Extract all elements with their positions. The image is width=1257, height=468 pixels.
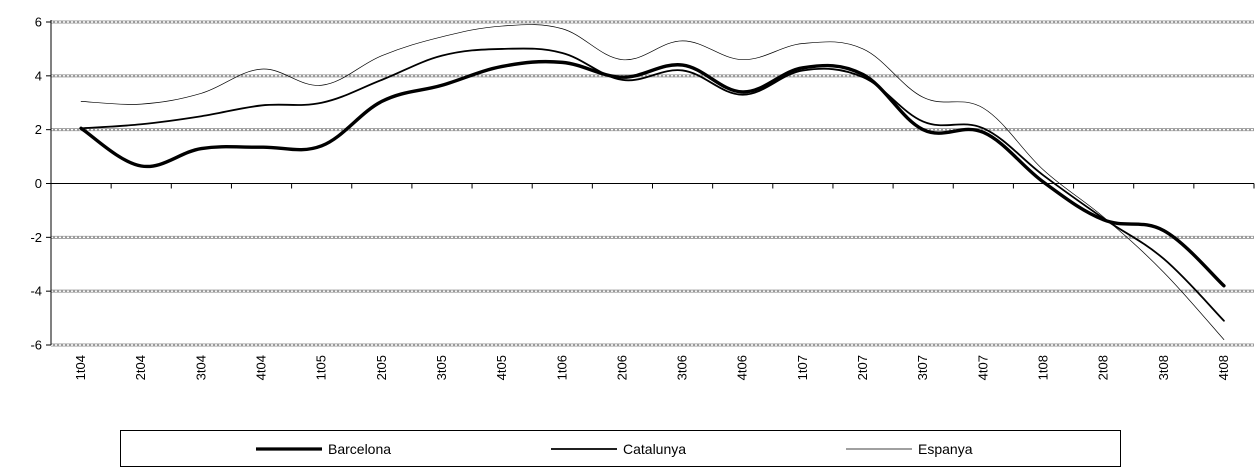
legend-item-barcelona: Barcelona (256, 431, 391, 466)
x-tick-label: 2t08 (1096, 355, 1111, 380)
legend-label-catalunya: Catalunya (623, 440, 687, 457)
x-tick-label: 3t08 (1156, 355, 1171, 380)
legend-swatch-catalunya (551, 447, 617, 450)
legend-item-catalunya: Catalunya (551, 431, 686, 466)
x-axis-ticks: 1t04 2t04 3t04 4t04 1t05 2t05 3t05 4t05 1t06 2t06… (73, 355, 1231, 380)
legend-label-barcelona: Barcelona (328, 440, 392, 457)
y-tick-label: 2 (35, 122, 42, 137)
series-line-barcelona (79, 59, 1226, 288)
x-tick-label: 3t06 (675, 355, 690, 380)
line-chart: 6 4 2 0 -2 -4 -6 1t04 2t04 3t04 4t04 1t05 2t05 3t05 4… (30, 15, 1255, 380)
x-tick-label: 4t05 (494, 355, 509, 380)
y-tick-label: -2 (30, 230, 42, 245)
y-tick-label: 0 (35, 176, 42, 191)
legend-item-espanya: Espanya (846, 431, 972, 466)
axes (46, 20, 1255, 346)
legend-swatch-espanya (846, 448, 912, 449)
series-line-espanya (80, 24, 1225, 340)
y-tick-label: 4 (35, 68, 42, 83)
y-tick-label: -6 (30, 338, 42, 353)
x-tick-label: 4t06 (735, 355, 750, 380)
x-tick-label: 2t04 (133, 355, 148, 380)
legend: Barcelona Catalunya Espanya (120, 430, 1121, 467)
legend-swatch-barcelona (256, 446, 322, 451)
x-tick-label: 4t07 (975, 355, 990, 380)
y-tick-label: -4 (30, 284, 42, 299)
x-tick-label: 2t07 (855, 355, 870, 380)
x-tick-label: 4t04 (254, 355, 269, 380)
series-lines (79, 24, 1226, 340)
series-line-catalunya (80, 47, 1225, 322)
x-tick-label: 1t07 (795, 355, 810, 380)
x-tick-label: 2t06 (614, 355, 629, 380)
x-tick-label: 3t05 (434, 355, 449, 380)
x-tick-label: 1t04 (73, 355, 88, 380)
legend-label-espanya: Espanya (918, 440, 973, 457)
x-tick-label: 1t08 (1035, 355, 1050, 380)
y-axis-ticks: 6 4 2 0 -2 -4 -6 (30, 15, 42, 353)
x-tick-label: 1t06 (554, 355, 569, 380)
x-tick-label: 1t05 (314, 355, 329, 380)
x-tick-label: 3t04 (193, 355, 208, 380)
x-tick-label: 3t07 (915, 355, 930, 380)
x-tick-label: 4t08 (1216, 355, 1231, 380)
y-tick-label: 6 (35, 15, 42, 30)
x-tick-label: 2t05 (374, 355, 389, 380)
